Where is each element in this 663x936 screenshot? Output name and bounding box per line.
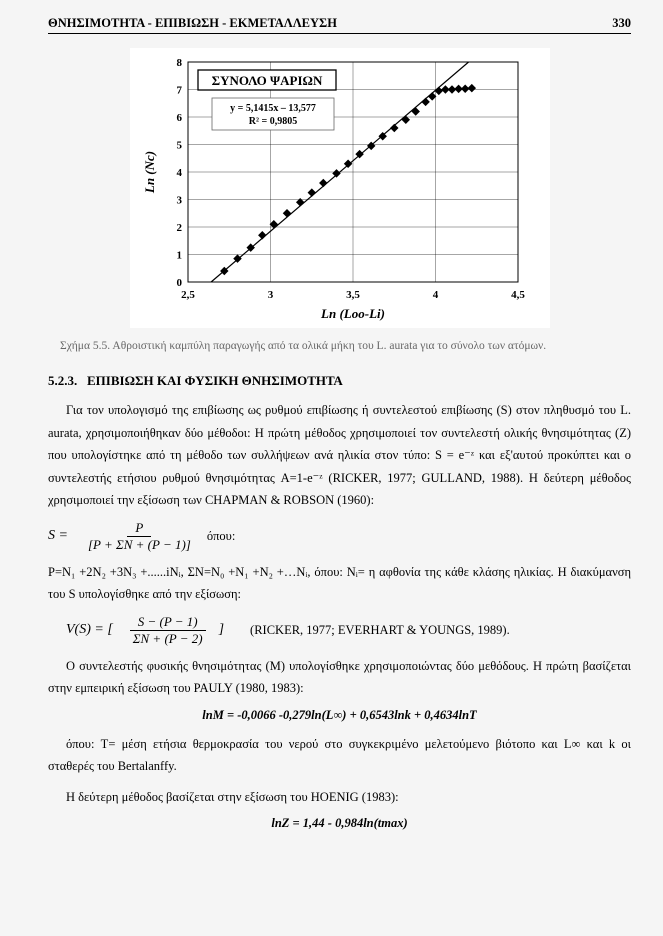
eq1-lhs: S = [48,528,68,544]
svg-text:1: 1 [176,250,182,262]
svg-text:7: 7 [176,85,182,97]
paragraph-3: Ο συντελεστής φυσικής θνησιμότητας (Μ) υ… [48,655,631,700]
paragraph-2: P=N₁ +2N₂ +3N₃ +......iNᵢ, ΣN=N₀ +N₁ +N₂… [48,561,631,606]
header-left: ΘΝΗΣΙΜΟΤΗΤΑ - ΕΠΙΒΙΩΣΗ - ΕΚΜΕΤΑΛΛΕΥΣΗ [48,16,337,31]
svg-text:3: 3 [176,195,182,207]
eq2-numerator: S − (P − 1) [130,614,206,631]
section-heading: 5.2.3. ΕΠΙΒΙΩΣΗ ΚΑΙ ΦΥΣΙΚΗ ΘΝΗΣΙΜΟΤΗΤΑ [48,373,631,389]
svg-text:2,5: 2,5 [181,289,195,301]
equation-s: S = P [P + ΣN + (P − 1)] όπου: [48,520,631,553]
figure-caption: Σχήμα 5.5. Αθροιστική καμπύλη παραγωγής … [60,338,619,355]
chart-fit-eq: y = 5,1415x – 13,577 [230,103,316,114]
svg-text:4: 4 [176,167,182,179]
caption-label: Σχήμα 5.5. [60,340,110,352]
svg-text:2: 2 [176,222,182,234]
svg-text:3,5: 3,5 [346,289,360,301]
scatter-chart: 0 1 2 3 4 5 6 7 8 2,5 3 3,5 4 4,5 Ln (Lo… [130,48,550,328]
header-page-number: 330 [612,16,631,31]
svg-text:6: 6 [176,112,182,124]
equation-vs: V(S) = [ S − (P − 1) ΣN + (P − 2) ] (RIC… [66,614,631,647]
svg-text:5: 5 [176,140,182,152]
svg-text:4,5: 4,5 [511,289,525,301]
chart-title: ΣΥΝΟΛΟ ΨΑΡΙΩΝ [211,73,322,88]
eq1-numerator: P [127,520,151,537]
equation-lnz: lnZ = 1,44 - 0,984ln(tmax) [48,816,631,831]
paragraph-5: Η δεύτερη μέθοδος βασίζεται στην εξίσωση… [48,786,631,809]
eq1-after: όπου: [207,529,235,544]
eq2-denominator: ΣN + (P − 2) [125,631,211,647]
y-axis-label: Ln (Nc) [142,151,157,194]
chart-fit-r2: R² = 0,9805 [248,116,296,127]
svg-text:4: 4 [432,289,438,301]
x-axis-label: Ln (Loo-Li) [320,306,385,321]
chart-container: 0 1 2 3 4 5 6 7 8 2,5 3 3,5 4 4,5 Ln (Lo… [130,48,550,328]
paragraph-1: Για τον υπολογισμό της επιβίωσης ως ρυθμ… [48,399,631,512]
eq2-lhs: V(S) = [ [66,622,113,638]
svg-text:0: 0 [176,277,182,289]
caption-text: Αθροιστική καμπύλη παραγωγής από τα ολικ… [112,340,546,352]
eq1-denominator: [P + ΣN + (P − 1)] [80,537,199,553]
page-header: ΘΝΗΣΙΜΟΤΗΤΑ - ΕΠΙΒΙΩΣΗ - ΕΚΜΕΤΑΛΛΕΥΣΗ 33… [48,16,631,34]
paragraph-4: όπου: T= μέση ετήσια θερμοκρασία του νερ… [48,733,631,778]
svg-text:8: 8 [176,57,182,69]
section-number: 5.2.3. [48,373,77,388]
svg-text:3: 3 [267,289,273,301]
eq2-close: ] [219,622,224,638]
equation-lnm: lnM = -0,0066 -0,279ln(L∞) + 0,6543lnk +… [48,708,631,723]
section-title: ΕΠΙΒΙΩΣΗ ΚΑΙ ΦΥΣΙΚΗ ΘΝΗΣΙΜΟΤΗΤΑ [87,373,343,388]
eq2-after: (RICKER, 1977; EVERHART & YOUNGS, 1989). [250,623,510,638]
